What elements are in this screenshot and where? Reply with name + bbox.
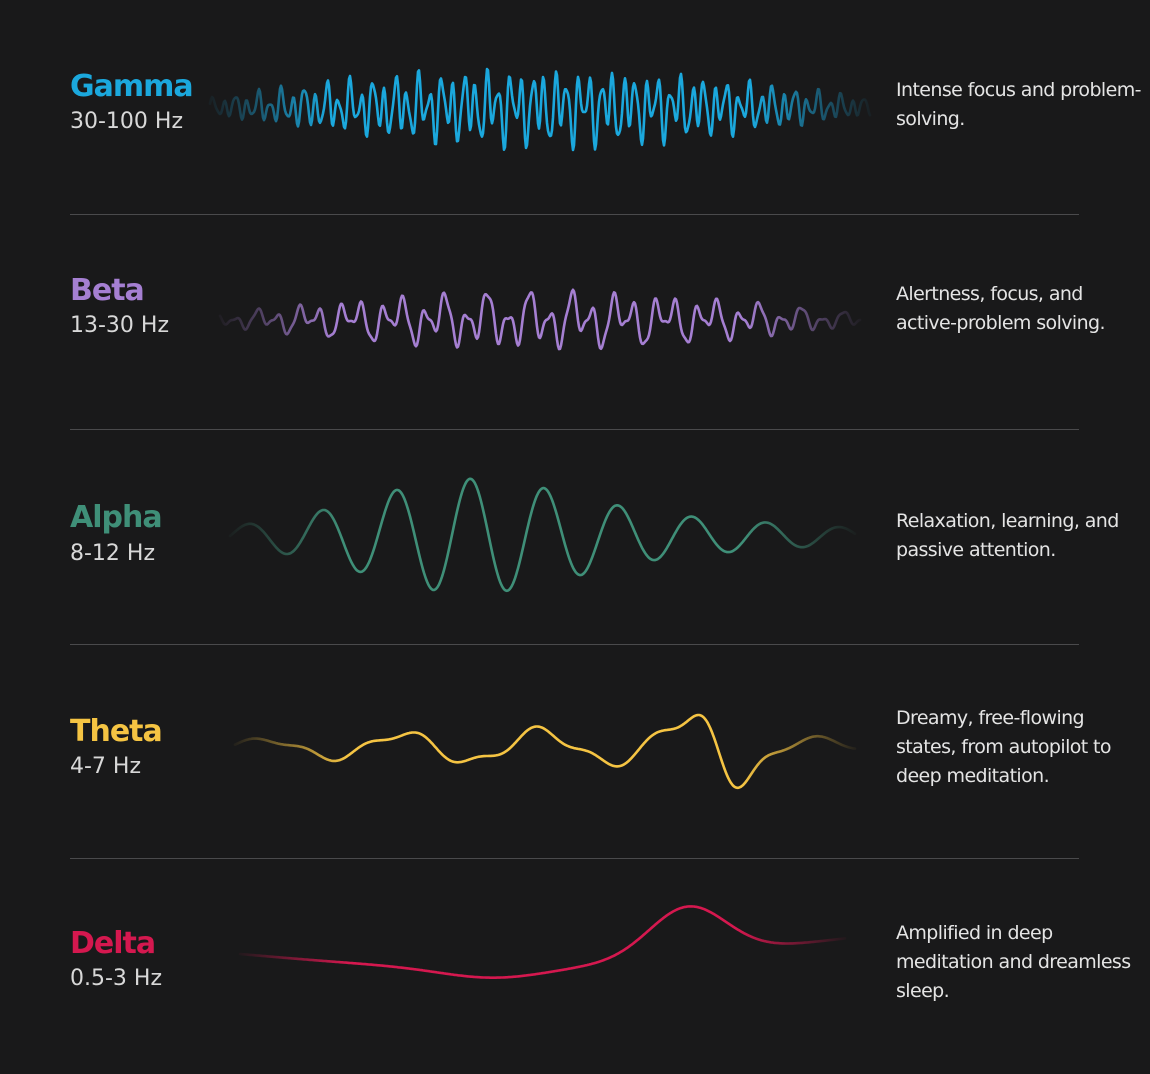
divider (70, 858, 1079, 859)
gamma-description: Intense focus and problem-solving. (896, 79, 1141, 130)
alpha-range: 8-12 Hz (70, 541, 156, 566)
alpha-band: Alpha 8-12 Hz Relaxation, learning, and … (0, 430, 1150, 644)
beta-name: Beta (70, 273, 145, 308)
delta-waveform (238, 905, 847, 979)
theta-wave-line (233, 713, 857, 790)
theta-range: 4-7 Hz (70, 754, 142, 779)
beta-description: Alertness, focus, and active-problem sol… (896, 283, 1106, 334)
alpha-description: Relaxation, learning, and passive attent… (896, 510, 1119, 561)
alpha-name: Alpha (70, 500, 163, 535)
gamma-name: Gamma (70, 69, 194, 104)
beta-waveform (218, 288, 862, 351)
theta-band: Theta 4-7 Hz Dreamy, free-flowing states… (0, 645, 1150, 858)
beta-range: 13-30 Hz (70, 313, 170, 338)
divider (70, 214, 1079, 215)
beta-band: Beta 13-30 Hz Alertness, focus, and acti… (0, 215, 1150, 429)
delta-band: Delta 0.5-3 Hz Amplified in deep meditat… (0, 859, 1150, 1074)
delta-range: 0.5-3 Hz (70, 966, 163, 991)
delta-name: Delta (70, 926, 156, 961)
alpha-waveform (228, 477, 857, 593)
gamma-waveform (208, 67, 872, 152)
alpha-wave-line (228, 477, 857, 593)
theta-name: Theta (70, 714, 163, 749)
theta-description: Dreamy, free-flowing states, from autopi… (896, 707, 1112, 787)
theta-waveform (233, 713, 857, 790)
beta-wave-line (218, 288, 862, 351)
delta-wave-line (238, 905, 847, 979)
gamma-band: Gamma 30-100 Hz Intense focus and proble… (0, 0, 1150, 214)
delta-description: Amplified in deep meditation and dreamle… (896, 922, 1131, 1002)
divider (70, 644, 1079, 645)
divider (70, 429, 1079, 430)
gamma-range: 30-100 Hz (70, 109, 184, 134)
gamma-wave-line (208, 67, 872, 152)
